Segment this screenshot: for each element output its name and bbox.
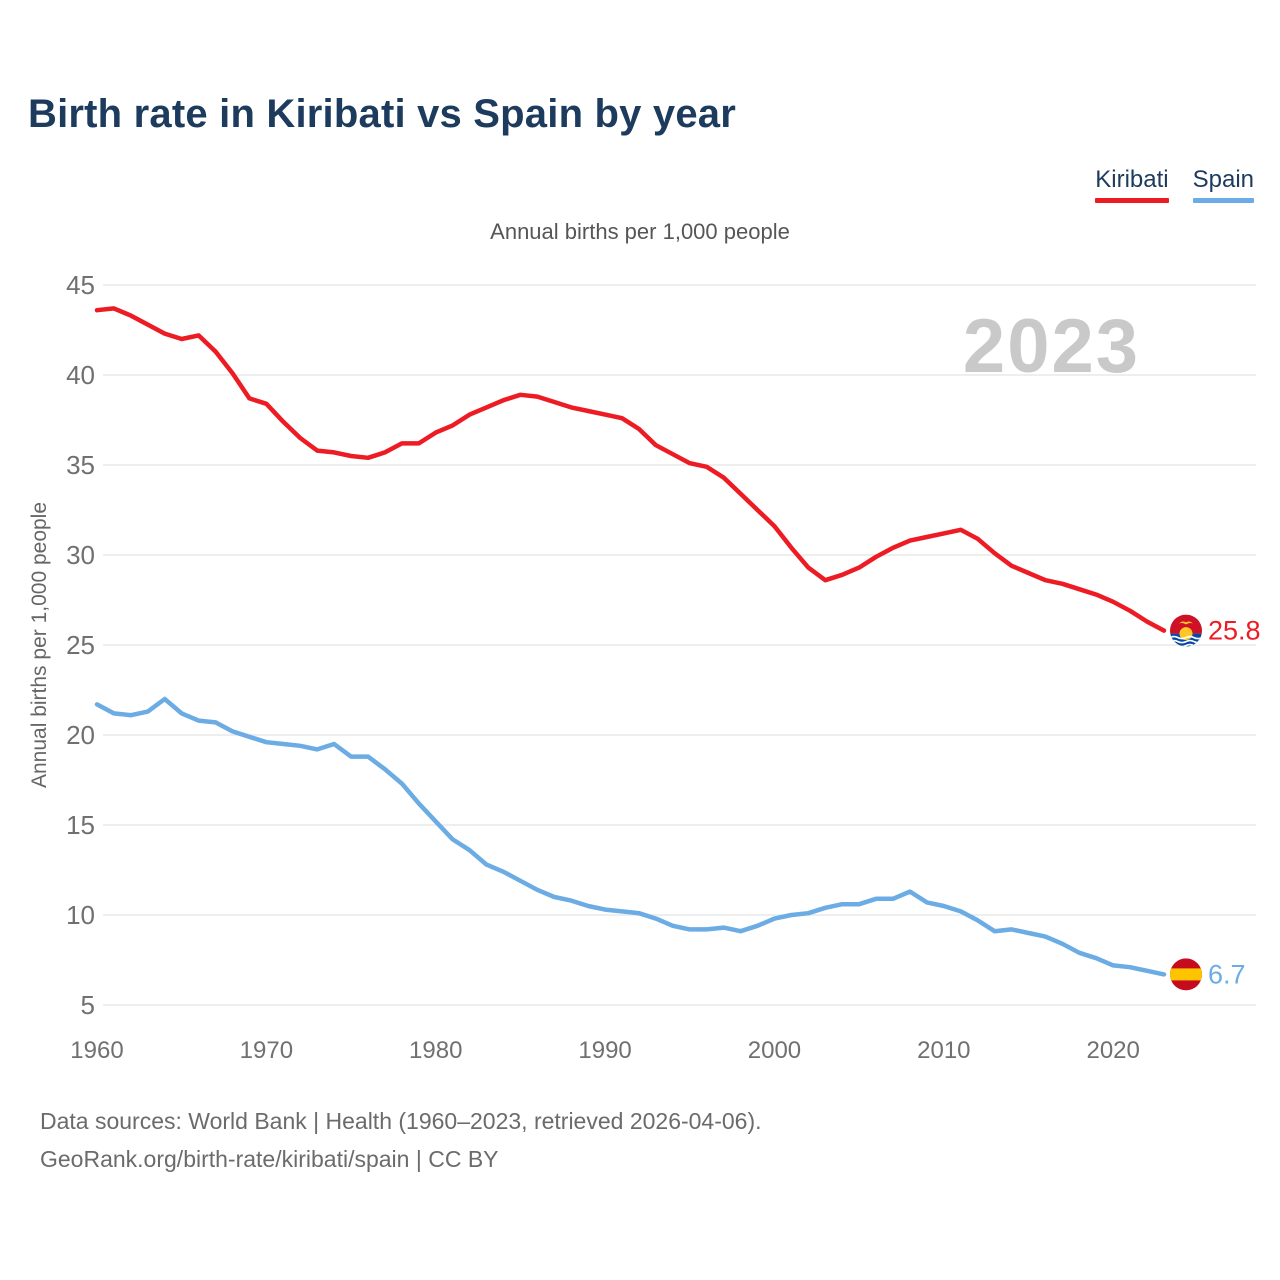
legend: Kiribati Spain bbox=[1095, 166, 1254, 203]
svg-text:35: 35 bbox=[66, 450, 95, 480]
footer-sources: Data sources: World Bank | Health (1960–… bbox=[40, 1108, 762, 1134]
kiribati-end-value: 25.8 bbox=[1208, 616, 1261, 646]
spain-flag-icon bbox=[1170, 958, 1202, 991]
svg-text:5: 5 bbox=[81, 990, 95, 1020]
spain-end-value: 6.7 bbox=[1208, 959, 1246, 989]
svg-text:25: 25 bbox=[66, 630, 95, 660]
legend-underline-kiribati bbox=[1095, 198, 1169, 203]
gridlines bbox=[103, 284, 1256, 1006]
svg-text:1970: 1970 bbox=[240, 1037, 293, 1064]
y-axis-ticks: 5 10 15 20 25 30 35 40 45 bbox=[66, 270, 95, 1020]
svg-text:40: 40 bbox=[66, 360, 95, 390]
footer-attribution: GeoRank.org/birth-rate/kiribati/spain | … bbox=[40, 1146, 499, 1172]
kiribati-flag-icon bbox=[1170, 614, 1202, 647]
svg-text:1980: 1980 bbox=[409, 1037, 462, 1064]
svg-text:30: 30 bbox=[66, 540, 95, 570]
kiribati-line[interactable] bbox=[94, 306, 1167, 633]
svg-text:2000: 2000 bbox=[748, 1037, 801, 1064]
spain-line[interactable] bbox=[94, 696, 1167, 977]
svg-text:20: 20 bbox=[66, 720, 95, 750]
svg-text:10: 10 bbox=[66, 900, 95, 930]
svg-text:1990: 1990 bbox=[578, 1037, 631, 1064]
x-axis-ticks: 1960 1970 1980 1990 2000 2010 2020 bbox=[70, 1037, 1140, 1064]
watermark-year: 2023 bbox=[963, 304, 1140, 389]
legend-item-kiribati[interactable]: Kiribati bbox=[1095, 166, 1169, 203]
svg-text:15: 15 bbox=[66, 810, 95, 840]
svg-text:1960: 1960 bbox=[70, 1037, 123, 1064]
legend-label-spain: Spain bbox=[1192, 166, 1254, 193]
svg-text:45: 45 bbox=[66, 270, 95, 300]
page-title: Birth rate in Kiribati vs Spain by year bbox=[28, 92, 737, 136]
legend-underline-spain bbox=[1192, 198, 1254, 203]
y-axis-title: Annual births per 1,000 people bbox=[28, 502, 51, 788]
chart-subtitle: Annual births per 1,000 people bbox=[490, 219, 790, 244]
svg-text:2020: 2020 bbox=[1086, 1037, 1139, 1064]
legend-item-spain[interactable]: Spain bbox=[1192, 166, 1254, 203]
legend-label-kiribati: Kiribati bbox=[1095, 166, 1169, 193]
svg-text:2010: 2010 bbox=[917, 1037, 970, 1064]
